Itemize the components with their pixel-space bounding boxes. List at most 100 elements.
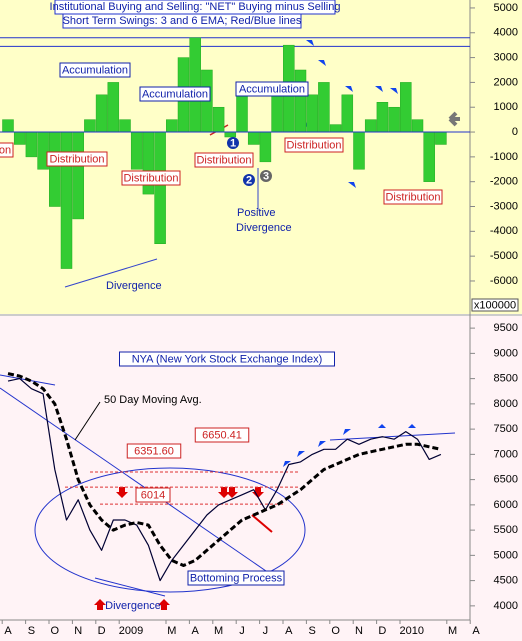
label-box	[135, 487, 171, 503]
bar	[294, 69, 307, 133]
y-tick-label: 9500	[494, 322, 518, 334]
bar	[2, 119, 14, 133]
marker-circle	[243, 174, 255, 186]
y-tick-label: 9000	[494, 347, 518, 359]
bottom-panel	[0, 316, 522, 641]
label-box	[139, 86, 211, 102]
bar	[247, 131, 260, 145]
x-tick-label: A	[4, 625, 12, 637]
marker-number: 2	[246, 174, 252, 186]
label-box	[471, 298, 519, 312]
moving-average-line	[7, 372, 442, 567]
bar	[212, 106, 225, 133]
y-tick-label: 1000	[494, 101, 518, 113]
marker-number: 3	[263, 170, 269, 182]
ellipse	[34, 467, 306, 593]
annotation: Bottoming Process	[190, 572, 283, 584]
bar	[400, 82, 412, 133]
x-tick-label: N	[74, 625, 82, 637]
bar	[189, 37, 201, 133]
marker-number: 1	[230, 137, 236, 149]
label-box	[187, 570, 285, 586]
bar	[341, 94, 354, 133]
marker-circle	[227, 137, 239, 149]
chart-title: Institutional Buying and Selling: "NET" …	[50, 1, 341, 13]
y-tick-label: -4000	[490, 225, 518, 237]
label-box	[194, 152, 254, 168]
annotation: Positive	[237, 207, 276, 219]
label-box	[126, 443, 182, 459]
x-tick-label: A	[472, 625, 480, 637]
annotation: 50 Day Moving Avg.	[104, 394, 202, 406]
x-tick-label: 2009	[119, 625, 143, 637]
bar	[236, 94, 248, 133]
bar	[107, 82, 120, 133]
trend-line	[329, 432, 456, 441]
annotation: Distribution	[286, 139, 341, 151]
x-tick-label: J	[263, 625, 269, 637]
label-box	[46, 151, 108, 167]
bar	[271, 94, 283, 133]
annotation: Distribution	[385, 191, 440, 203]
x-tick-label: O	[51, 625, 60, 637]
label-box	[121, 170, 181, 186]
x-tick-label: O	[331, 625, 340, 637]
annotation: Distribution	[123, 172, 178, 184]
y-tick-label: 4000	[494, 600, 518, 612]
label-box	[119, 351, 335, 367]
annotation: Distribution	[49, 153, 104, 165]
bar	[130, 131, 143, 170]
x-tick-label: D	[378, 625, 386, 637]
annotation: on	[0, 144, 11, 156]
pointer-line	[251, 514, 273, 533]
annotation: Divergence	[236, 222, 292, 234]
x-tick-label: M	[448, 625, 457, 637]
y-tick-label: 4000	[494, 27, 518, 39]
bar	[376, 102, 389, 133]
y-tick-label: 6500	[494, 474, 518, 486]
y-tick-label: 8000	[494, 398, 518, 410]
annotation: NYA (New York Stock Exchange Index)	[132, 353, 323, 365]
y-tick-label: 0	[512, 126, 518, 138]
y-tick-label: -5000	[490, 250, 518, 262]
x-tick-label: S	[309, 625, 316, 637]
y-tick-label: 6000	[494, 499, 518, 511]
bar	[72, 131, 84, 220]
y-tick-label: -6000	[490, 275, 518, 287]
pointer-line	[74, 401, 101, 441]
x-tick-label: A	[285, 625, 293, 637]
bar	[353, 131, 365, 170]
chart-subtitle: Short Term Swings: 3 and 6 EMA; Red/Blue…	[63, 15, 302, 27]
y-tick-label: 7000	[494, 448, 518, 460]
bar	[411, 119, 424, 133]
annotation: Divergence	[105, 600, 161, 612]
y-tick-label: 5500	[494, 524, 518, 536]
label-box	[235, 81, 309, 97]
y-tick-label: -2000	[490, 176, 518, 188]
bar	[423, 131, 435, 182]
y-tick-label: 7500	[494, 423, 518, 435]
trend-line	[94, 577, 166, 597]
bar	[95, 94, 108, 133]
bar	[318, 82, 330, 133]
x-tick-label: J	[239, 625, 245, 637]
annotation: 6650.41	[202, 429, 242, 441]
bar	[13, 131, 26, 145]
y-tick-label: 5000	[494, 2, 518, 14]
annotation: Accumulation	[142, 88, 208, 100]
bar	[224, 131, 237, 138]
label-box	[194, 427, 250, 443]
marker-circle	[260, 170, 272, 182]
y-tick-label: -1000	[490, 151, 518, 163]
bar	[306, 94, 318, 133]
bar	[154, 131, 166, 244]
bar	[388, 106, 400, 133]
label-box	[0, 142, 14, 158]
label-box	[383, 189, 443, 205]
y-tick-label: -3000	[490, 200, 518, 212]
annotation: Accumulation	[62, 64, 128, 76]
arrow-icon	[448, 111, 460, 127]
y-tick-label: 5000	[494, 549, 518, 561]
y-tick-label: 8500	[494, 373, 518, 385]
label-box	[284, 137, 344, 153]
